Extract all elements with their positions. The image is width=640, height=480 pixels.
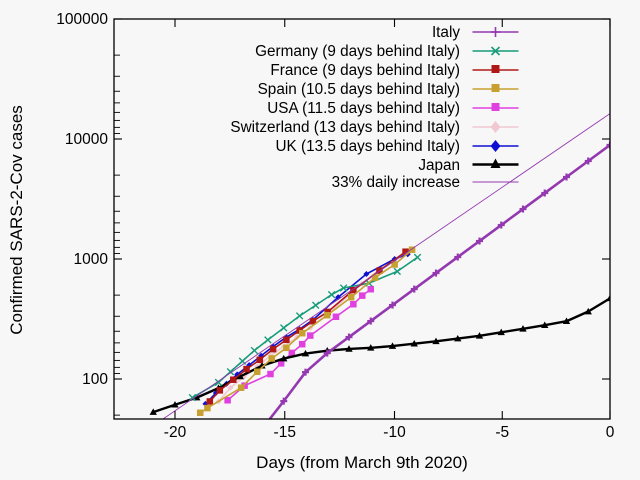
svg-text:-5: -5 bbox=[495, 424, 509, 441]
svg-text:0: 0 bbox=[606, 424, 615, 441]
svg-text:1000: 1000 bbox=[74, 251, 109, 268]
svg-text:100000: 100000 bbox=[56, 11, 108, 28]
svg-text:UK (13.5 days behind Italy): UK (13.5 days behind Italy) bbox=[275, 138, 460, 155]
svg-text:-15: -15 bbox=[274, 424, 296, 441]
svg-text:10000: 10000 bbox=[65, 131, 108, 148]
svg-text:Germany (9 days behind Italy): Germany (9 days behind Italy) bbox=[255, 43, 460, 60]
svg-text:100: 100 bbox=[82, 371, 108, 388]
svg-text:Switzerland (13 days behind It: Switzerland (13 days behind Italy) bbox=[230, 119, 460, 136]
svg-text:Italy: Italy bbox=[432, 24, 460, 41]
svg-text:Days (from March 9th 2020): Days (from March 9th 2020) bbox=[256, 453, 468, 472]
svg-text:Japan: Japan bbox=[418, 157, 460, 174]
svg-text:Spain (10.5 days behind Italy): Spain (10.5 days behind Italy) bbox=[258, 81, 460, 98]
svg-text:33% daily increase: 33% daily increase bbox=[332, 174, 460, 191]
svg-text:Confirmed SARS-2-Cov cases: Confirmed SARS-2-Cov cases bbox=[7, 105, 26, 335]
svg-text:-10: -10 bbox=[383, 424, 406, 441]
svg-text:-20: -20 bbox=[164, 424, 187, 441]
svg-text:USA (11.5 days behind Italy): USA (11.5 days behind Italy) bbox=[267, 100, 460, 117]
svg-text:France (9 days behind Italy): France (9 days behind Italy) bbox=[270, 62, 460, 79]
